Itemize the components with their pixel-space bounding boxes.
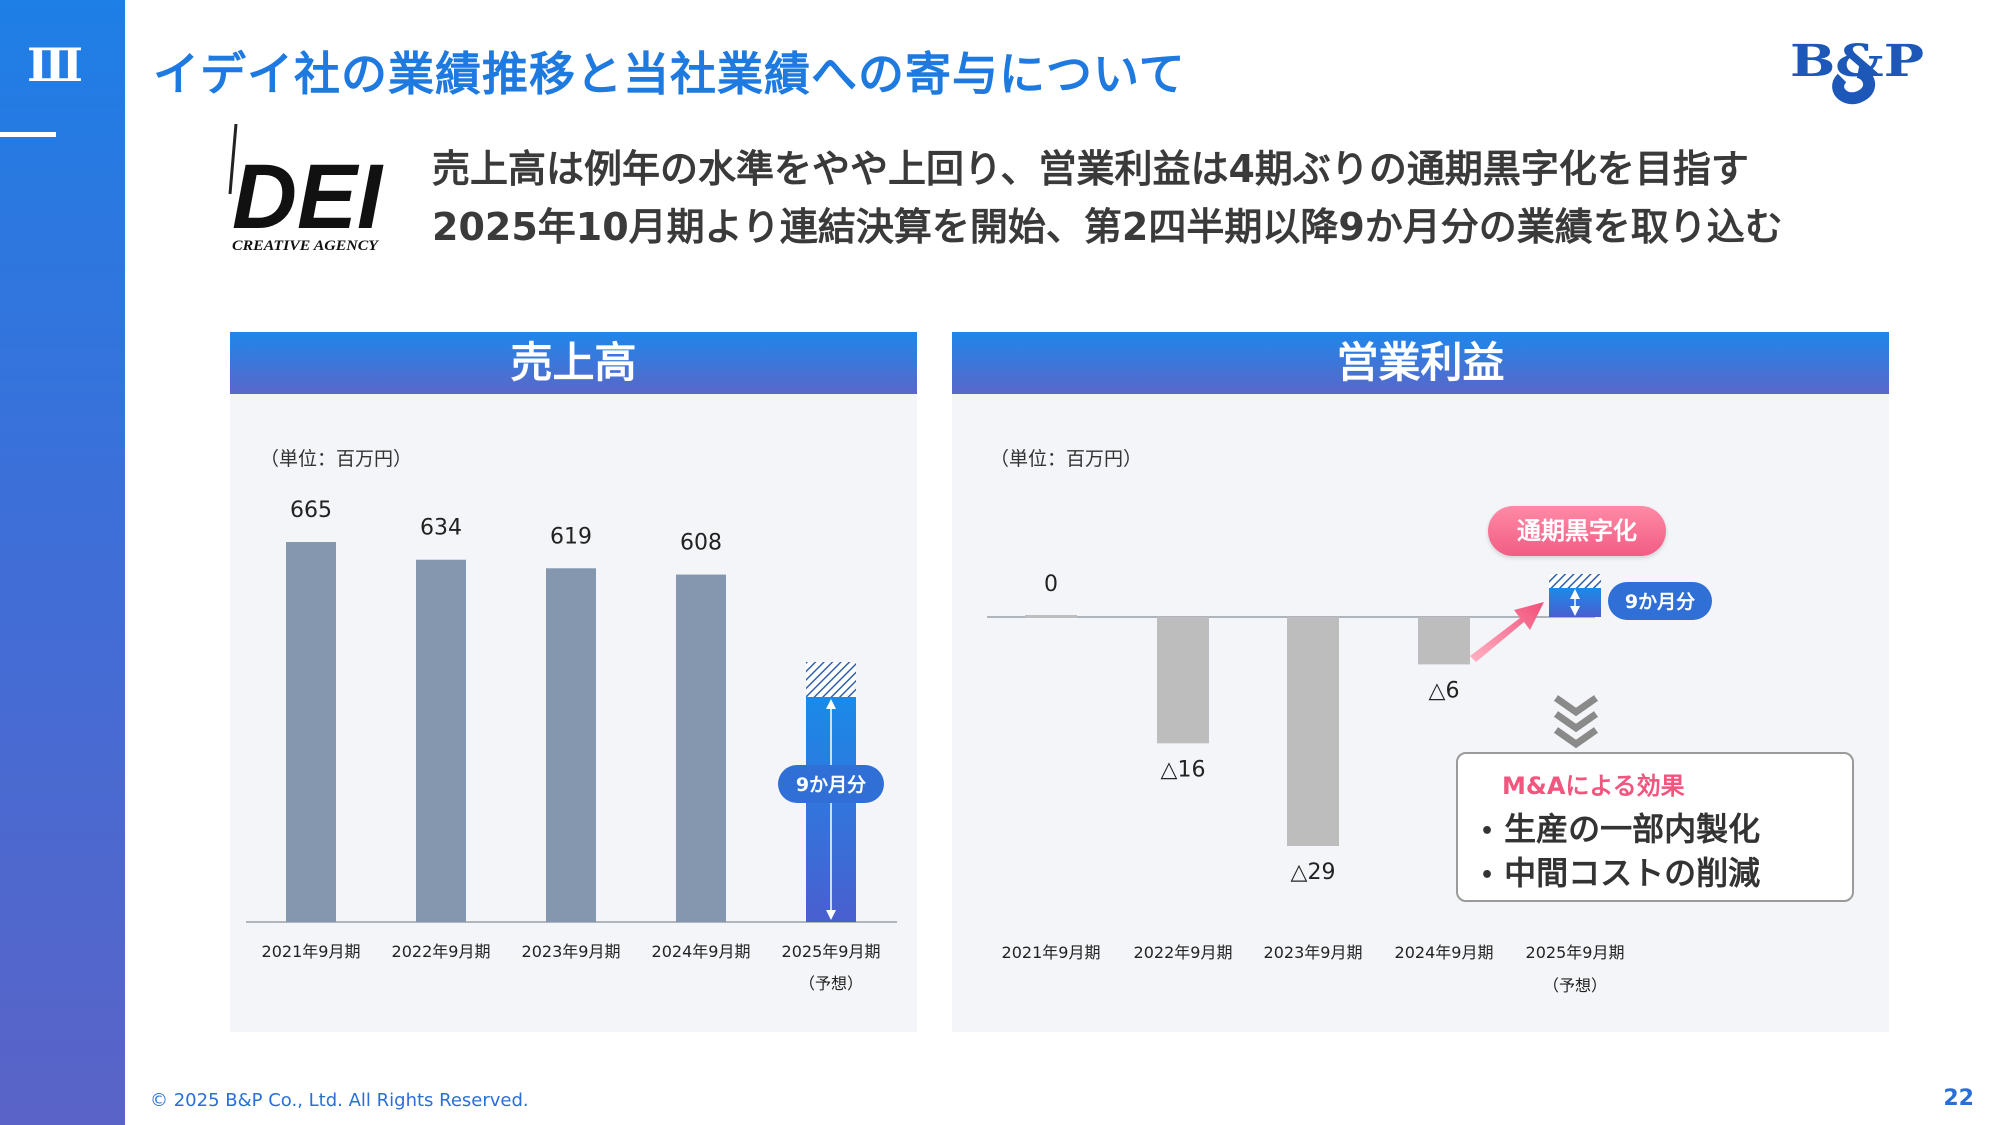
sales-bar — [546, 568, 596, 922]
profit-value-label: △16 — [1161, 757, 1206, 782]
profit-panel: 営業利益 （単位：百万円） — [952, 332, 1889, 1032]
ma-effect-item-label: 中間コストの削減 — [1504, 854, 1761, 892]
section-number: Ⅲ — [26, 38, 84, 92]
sales-bar — [286, 542, 336, 922]
nine-months-badge-label: 9か月分 — [1625, 591, 1695, 613]
profit-panel-title: 営業利益 — [952, 332, 1889, 394]
sales-category-label: 2021年9月期 — [262, 942, 361, 961]
sales-panel-title: 売上高 — [230, 332, 917, 394]
profit-category-label: 2023年9月期 — [1264, 943, 1363, 962]
ma-effect-item: • 生産の一部内製化 — [1480, 804, 1760, 850]
sales-category-label: 2025年9月期 — [782, 942, 881, 961]
profit-value-label: △29 — [1291, 860, 1336, 885]
profit-unit-label: （単位：百万円） — [990, 448, 1143, 470]
nine-months-badge-label: 9か月分 — [796, 774, 866, 796]
nine-months-badge — [778, 765, 884, 803]
ma-effect-title: M&Aによる効果 — [1502, 772, 1685, 800]
sales-category-label: 2024年9月期 — [652, 942, 751, 961]
sales-category-note: （予想） — [799, 974, 863, 993]
dei-logo-subtext: CREATIVE AGENCY — [232, 238, 380, 254]
arrow-down-icon — [826, 910, 836, 920]
sales-category-label: 2022年9月期 — [392, 942, 491, 961]
bullet-icon: • — [1480, 862, 1495, 888]
chevron-down-icon — [1553, 695, 1599, 749]
sales-bar — [676, 574, 726, 922]
headline-line-1: 売上高は例年の水準をやや上回り、営業利益は4期ぶりの通期黒字化を目指す — [432, 147, 1749, 191]
sales-value-label: 608 — [680, 531, 722, 556]
sales-unit-label: （単位：百万円） — [260, 448, 413, 470]
sales-value-label: 619 — [550, 524, 592, 549]
arrow-up-icon — [826, 699, 836, 709]
ma-effect-box: M&Aによる効果 • 生産の一部内製化 • 中間コストの削減 — [1456, 752, 1854, 902]
full-year-profit-badge: 通期黒字化 — [1488, 506, 1666, 556]
profit-value-label: 0 — [1044, 572, 1058, 597]
bullet-icon: • — [1480, 818, 1495, 844]
headline-line-2: 2025年10月期より連結決算を開始、第2四半期以降9か月分の業績を取り込む — [432, 205, 1783, 249]
profit-bar — [1287, 617, 1339, 846]
arrow-down-icon — [1570, 606, 1580, 616]
profit-category-label: 2025年9月期 — [1526, 943, 1625, 962]
dei-logo-text: DEI — [232, 146, 384, 248]
sales-bar — [416, 559, 466, 922]
profit-category-label: 2022年9月期 — [1134, 943, 1233, 962]
profit-bar — [1157, 617, 1209, 744]
section-band — [0, 0, 125, 1125]
forecast-hatch — [806, 662, 856, 697]
ma-effect-item-label: 生産の一部内製化 — [1504, 810, 1761, 848]
sales-value-label: 665 — [290, 498, 332, 523]
nine-months-badge — [1608, 582, 1712, 620]
profit-category-label: 2021年9月期 — [1002, 943, 1101, 962]
copyright: © 2025 B&P Co., Ltd. All Rights Reserved… — [150, 1090, 529, 1111]
section-rule — [0, 132, 56, 137]
forecast-hatch — [1549, 574, 1601, 588]
page-number: 22 — [1943, 1086, 1974, 1111]
dei-logo: DEI CREATIVE AGENCY — [228, 124, 384, 254]
arrow-up-icon — [1570, 589, 1580, 599]
profit-bar — [1025, 615, 1077, 618]
profit-value-label: △6 — [1429, 678, 1460, 703]
sales-category-label: 2023年9月期 — [522, 942, 621, 961]
brand-logo-text: B&P — [1790, 36, 1924, 87]
trend-arrow-icon — [1470, 602, 1544, 662]
headline: 売上高は例年の水準をやや上回り、営業利益は4期ぶりの通期黒字化を目指す 2025… — [432, 140, 1783, 256]
profit-bar — [1418, 617, 1470, 665]
page-title: イデイ社の業績推移と当社業績への寄与について — [153, 47, 1186, 101]
ma-effect-item: • 中間コストの削減 — [1480, 848, 1760, 894]
brand-logo: B&P — [1790, 36, 1924, 105]
sales-value-label: 634 — [420, 516, 462, 541]
profit-category-label: 2024年9月期 — [1395, 943, 1494, 962]
profit-category-note: （予想） — [1543, 976, 1607, 995]
